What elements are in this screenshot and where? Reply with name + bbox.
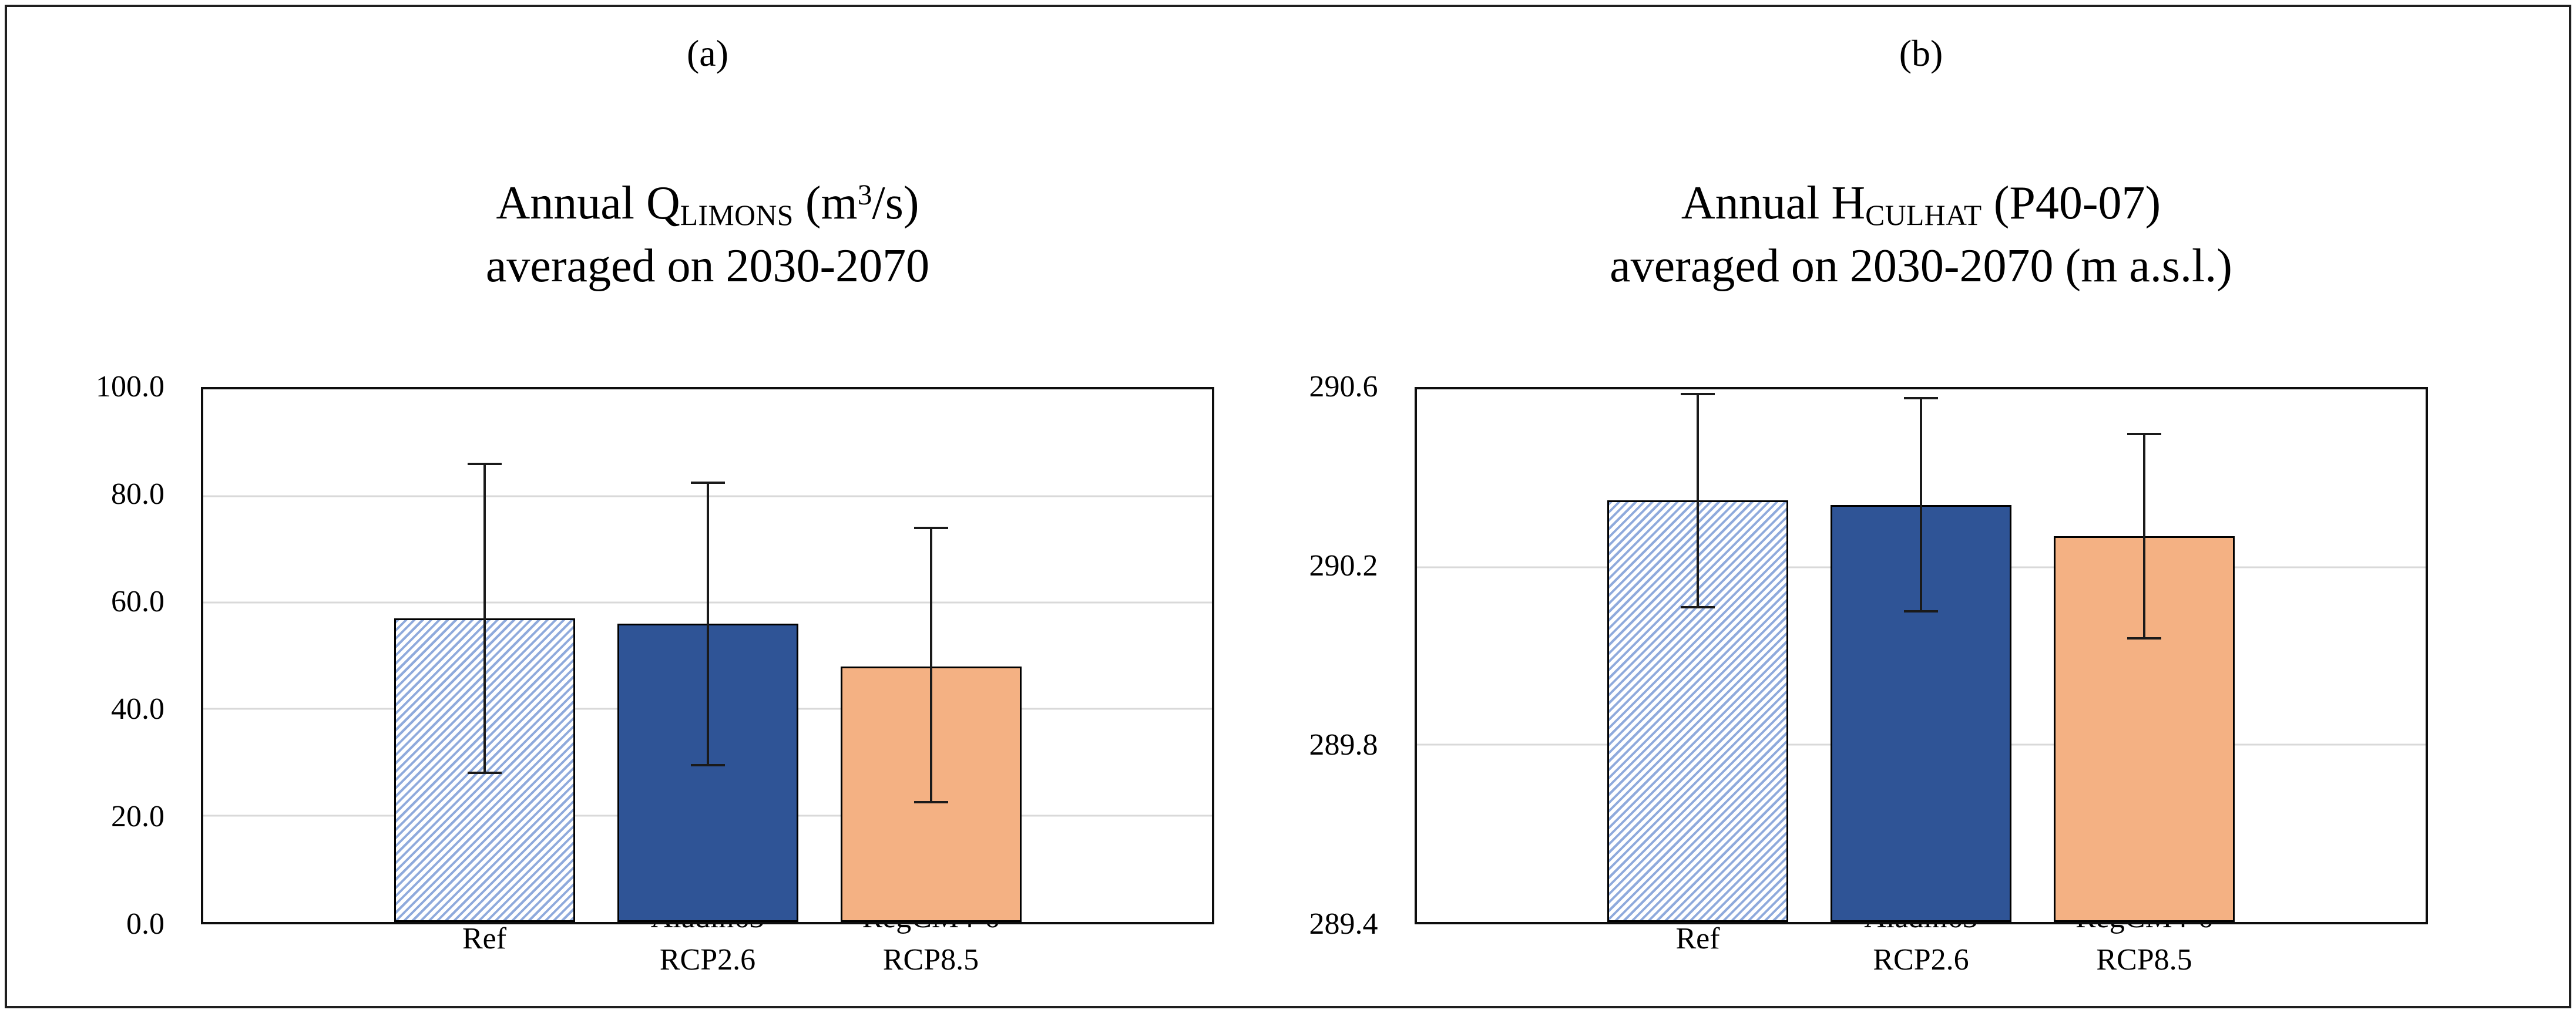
y-tick-label: 289.4 xyxy=(1309,907,1378,941)
error-bar-cap-top xyxy=(690,482,725,484)
error-bar-line xyxy=(929,528,932,803)
y-tick-label: 60.0 xyxy=(111,585,164,619)
x-axis-label-line: RCP2.6 xyxy=(659,943,756,977)
error-bar-cap-top xyxy=(913,527,948,530)
title-segment: (P40-07) xyxy=(1981,177,2161,230)
panel-label-a: (a) xyxy=(686,32,729,74)
error-bar-cap-bottom xyxy=(690,763,725,766)
bar-slot xyxy=(1607,389,1788,923)
bar-group xyxy=(1417,389,2426,923)
title-segment: 3 xyxy=(857,179,872,211)
chart-title-a: Annual QLIMONS (m3/s) averaged on 2030-20… xyxy=(201,172,1214,325)
y-tick-label: 40.0 xyxy=(111,692,164,726)
error-bar-cap-bottom xyxy=(913,801,948,804)
bar-slot xyxy=(2054,389,2235,923)
y-tick-label: 290.2 xyxy=(1309,549,1378,583)
title-segment: CULHAT xyxy=(1865,199,1982,232)
panel-label-b: (b) xyxy=(1899,32,1943,74)
bar-group xyxy=(203,389,1212,923)
bar-slot xyxy=(394,389,575,923)
error-bar-cap-top xyxy=(2127,432,2161,435)
title-segment: averaged on 2030-2070 (m a.s.l.) xyxy=(1610,240,2232,292)
plot-area-b xyxy=(1414,387,2428,925)
x-axis-label-line: Ref xyxy=(462,922,507,956)
x-axis-label-line: RCP8.5 xyxy=(2096,943,2192,977)
error-bar-cap-top xyxy=(1904,397,1938,400)
chart-panel-a: (a) Annual QLIMONS (m3/s) averaged on 203… xyxy=(7,7,1288,1006)
chart-title-b: Annual HCULHAT (P40-07) averaged on 2030-… xyxy=(1415,172,2428,325)
y-axis-a: 0.0 20.0 40.0 60.0 80.0 100.0 xyxy=(7,372,201,940)
chart-panel-b: (b) Annual HCULHAT (P40-07) averaged on 2… xyxy=(1288,7,2570,1006)
error-bar-cap-bottom xyxy=(1681,605,1715,608)
title-segment: /s) xyxy=(872,177,919,230)
error-bar-cap-bottom xyxy=(467,772,502,775)
x-axis-label-line: RCP8.5 xyxy=(882,943,979,977)
error-bar-line xyxy=(483,464,486,773)
error-bar-line xyxy=(1697,393,1699,607)
y-axis-b: 289.4 289.8 290.2 290.6 xyxy=(1288,372,1415,940)
y-tick-label: 289.8 xyxy=(1309,728,1378,762)
y-tick-label: 100.0 xyxy=(96,370,164,404)
title-segment: Annual H xyxy=(1681,177,1866,230)
title-segment: (m xyxy=(793,177,858,230)
plot-area-a xyxy=(201,387,1214,925)
error-bar-cap-top xyxy=(467,463,502,466)
error-bar-cap-top xyxy=(1681,392,1715,395)
bar-slot xyxy=(840,389,1022,923)
x-axis-label: Ref xyxy=(394,918,575,960)
error-bar-cap-bottom xyxy=(2127,637,2161,640)
x-axis-label: Ref xyxy=(1607,918,1788,960)
y-tick-label: 0.0 xyxy=(126,907,164,941)
y-tick-label: 80.0 xyxy=(111,477,164,511)
title-segment: averaged on 2030-2070 xyxy=(485,240,930,292)
y-tick-label: 290.6 xyxy=(1309,370,1378,404)
bar-slot xyxy=(617,389,798,923)
bar-slot xyxy=(1831,389,2011,923)
title-segment: LIMONS xyxy=(680,199,794,232)
x-axis-label-line: Ref xyxy=(1675,922,1720,956)
x-axis-label-line: RCP2.6 xyxy=(1873,943,1969,977)
error-bar-line xyxy=(1920,398,1922,612)
title-segment: Annual Q xyxy=(496,177,680,230)
y-tick-label: 20.0 xyxy=(111,800,164,834)
error-bar-line xyxy=(706,483,709,765)
error-bar-cap-bottom xyxy=(1904,610,1938,613)
figure-frame: (a) Annual QLIMONS (m3/s) averaged on 203… xyxy=(5,5,2571,1008)
error-bar-line xyxy=(2143,433,2145,638)
